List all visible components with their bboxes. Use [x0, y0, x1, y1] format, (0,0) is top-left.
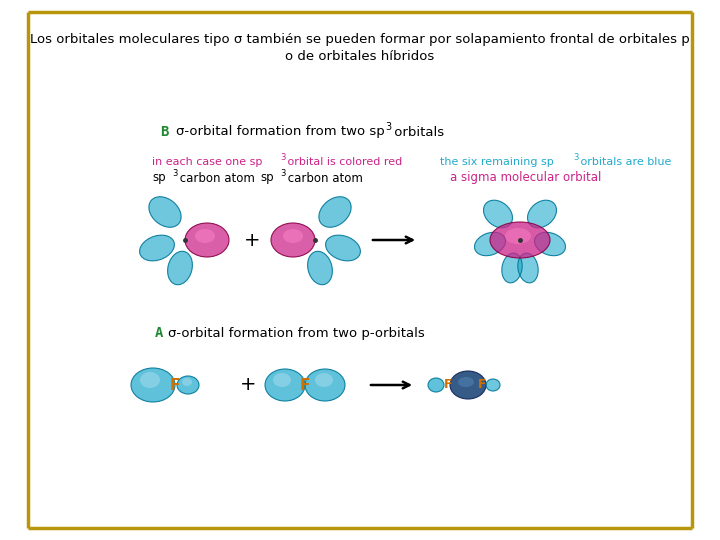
- Ellipse shape: [458, 377, 474, 387]
- Ellipse shape: [273, 373, 291, 387]
- Text: orbital is colored red: orbital is colored red: [284, 157, 402, 167]
- Ellipse shape: [185, 223, 229, 257]
- Ellipse shape: [486, 379, 500, 391]
- Ellipse shape: [450, 371, 486, 399]
- Ellipse shape: [131, 368, 175, 402]
- Ellipse shape: [168, 251, 192, 285]
- Ellipse shape: [195, 229, 215, 243]
- Text: sp: sp: [260, 172, 274, 185]
- Ellipse shape: [325, 235, 361, 261]
- Ellipse shape: [319, 197, 351, 227]
- Text: σ-orbital formation from two p-orbitals: σ-orbital formation from two p-orbitals: [168, 327, 425, 340]
- Text: 3: 3: [172, 168, 177, 178]
- Text: 3: 3: [573, 153, 578, 163]
- Text: +: +: [240, 375, 256, 395]
- Text: +: +: [244, 231, 260, 249]
- Ellipse shape: [182, 378, 192, 386]
- Text: 3: 3: [385, 122, 391, 132]
- Ellipse shape: [271, 223, 315, 257]
- Ellipse shape: [265, 369, 305, 401]
- Ellipse shape: [428, 378, 444, 392]
- Text: carbon atom: carbon atom: [284, 172, 363, 185]
- Ellipse shape: [474, 232, 505, 256]
- Text: Los orbitales moleculares tipo σ también se pueden formar por solapamiento front: Los orbitales moleculares tipo σ también…: [30, 33, 690, 46]
- Text: F: F: [444, 379, 452, 392]
- Ellipse shape: [177, 376, 199, 394]
- Ellipse shape: [534, 232, 565, 256]
- Text: a sigma molecular orbital: a sigma molecular orbital: [450, 172, 601, 185]
- Ellipse shape: [149, 197, 181, 227]
- Ellipse shape: [283, 229, 303, 243]
- Text: σ-orbital formation from two sp: σ-orbital formation from two sp: [176, 125, 384, 138]
- Text: the six remaining sp: the six remaining sp: [440, 157, 554, 167]
- Ellipse shape: [307, 251, 333, 285]
- Ellipse shape: [518, 253, 538, 283]
- Text: F: F: [478, 379, 486, 392]
- Text: F: F: [170, 377, 180, 393]
- Ellipse shape: [505, 228, 531, 244]
- Ellipse shape: [502, 253, 522, 283]
- Text: A: A: [155, 326, 163, 340]
- Ellipse shape: [484, 200, 513, 228]
- Text: 3: 3: [280, 153, 285, 163]
- Text: sp: sp: [152, 172, 166, 185]
- Text: carbon atom: carbon atom: [176, 172, 255, 185]
- Ellipse shape: [528, 200, 557, 228]
- Text: B: B: [160, 125, 168, 139]
- Text: 3: 3: [280, 168, 285, 178]
- Ellipse shape: [140, 372, 160, 388]
- Text: F: F: [300, 377, 310, 393]
- Text: o de orbitales híbridos: o de orbitales híbridos: [285, 50, 435, 63]
- Ellipse shape: [490, 222, 550, 258]
- Text: orbitals are blue: orbitals are blue: [577, 157, 671, 167]
- Ellipse shape: [140, 235, 174, 261]
- Text: in each case one sp: in each case one sp: [152, 157, 262, 167]
- Ellipse shape: [305, 369, 345, 401]
- Text: orbitals: orbitals: [390, 125, 444, 138]
- Ellipse shape: [315, 373, 333, 387]
